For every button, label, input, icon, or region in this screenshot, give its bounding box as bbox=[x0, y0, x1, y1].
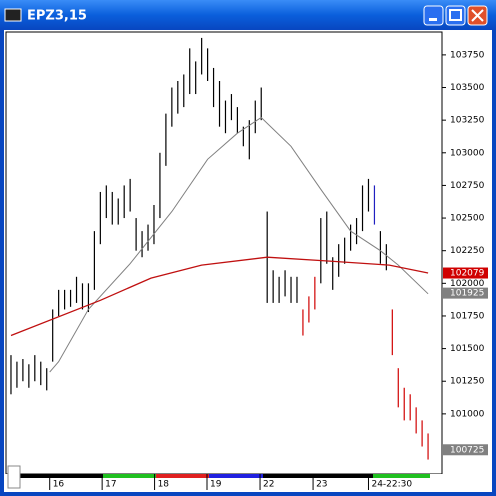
maximize-icon bbox=[449, 9, 462, 21]
price-marker bbox=[443, 287, 488, 299]
x-tick-label: 22 bbox=[263, 480, 274, 490]
title-bar bbox=[0, 0, 496, 30]
scroll-box[interactable] bbox=[7, 465, 21, 489]
maximize-button[interactable] bbox=[445, 5, 466, 26]
x-tick-label: 18 bbox=[158, 480, 170, 490]
y-tick-label: 101750 bbox=[450, 311, 485, 321]
close-icon bbox=[471, 9, 484, 22]
price-marker bbox=[443, 444, 488, 456]
x-tick-label: 19 bbox=[210, 480, 222, 490]
x-tick-label: 23 bbox=[316, 480, 327, 490]
x-axis-strip bbox=[4, 474, 492, 492]
y-tick-label: 103750 bbox=[450, 50, 485, 60]
minimize-icon bbox=[429, 18, 437, 21]
x-tick-label: 24-22:30 bbox=[371, 480, 412, 490]
plot-area bbox=[5, 31, 443, 475]
plot: 103750 103500 103250 103000 102750 102500 1022… bbox=[10, 37, 488, 490]
y-tick-label: 102500 bbox=[450, 214, 485, 224]
x-axis-band bbox=[373, 474, 430, 478]
price-marker bbox=[443, 267, 488, 279]
x-axis-band bbox=[156, 474, 209, 478]
x-tick-label: 17 bbox=[105, 480, 116, 490]
y-tick-label: 103250 bbox=[450, 116, 485, 126]
x-tick-label: 16 bbox=[53, 480, 65, 490]
y-tick-label: 102250 bbox=[450, 246, 485, 256]
x-axis-band bbox=[209, 474, 263, 478]
moving-average bbox=[10, 256, 429, 337]
app-icon bbox=[4, 8, 22, 22]
y-tick-label: 102750 bbox=[450, 181, 485, 191]
y-tick-label: 103000 bbox=[450, 148, 485, 158]
y-tick-label: 102000 bbox=[450, 279, 485, 289]
y-tick-label: 103500 bbox=[450, 83, 485, 93]
y-tick-label: 101250 bbox=[450, 377, 485, 387]
window-buttons[interactable] bbox=[423, 5, 488, 26]
x-axis-band bbox=[103, 474, 156, 478]
minimize-button[interactable] bbox=[423, 5, 444, 26]
price-marker-label: 102079 bbox=[450, 269, 485, 279]
y-tick-label: 101500 bbox=[450, 344, 485, 354]
window-title: EPZ3,15 bbox=[27, 9, 87, 24]
price-marker-label: 101925 bbox=[450, 289, 484, 299]
y-tick-label: 101000 bbox=[450, 409, 485, 419]
price-marker-label: 100725 bbox=[450, 445, 484, 455]
